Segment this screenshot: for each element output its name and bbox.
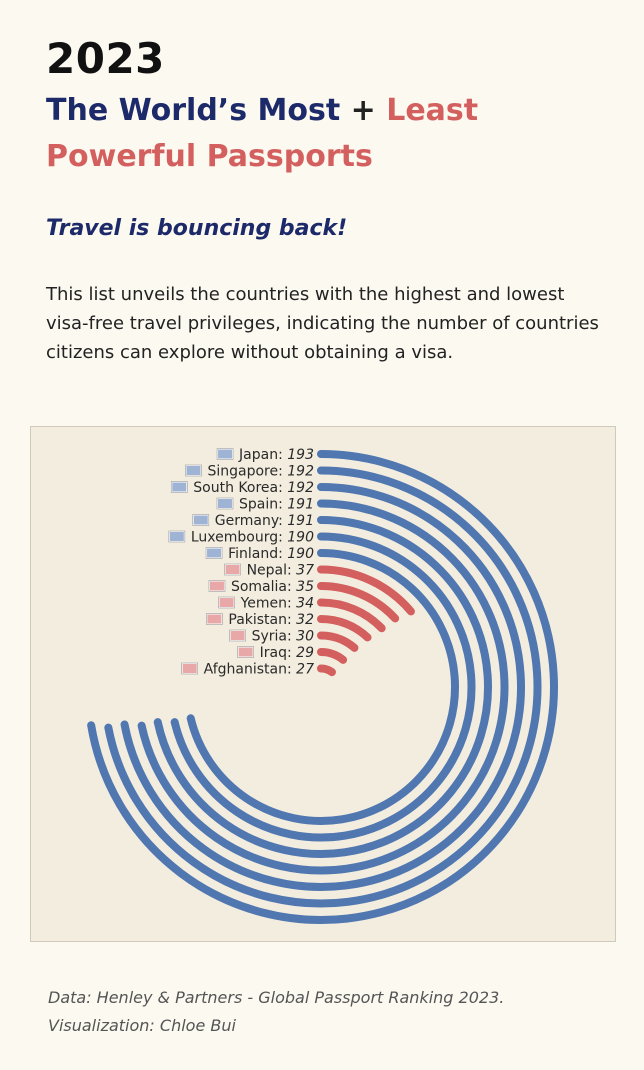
data-value: 191 [287,497,314,513]
data-value: 35 [296,579,314,595]
bar-luxembourg [170,532,476,842]
flag-nepal-icon [224,563,241,576]
data-value: 32 [296,612,314,628]
footer: Data: Henley & Partners - Global Passpor… [48,984,504,1040]
bar-germany [153,516,492,858]
subtitle: Travel is bouncing back! [46,216,348,241]
data-value: 29 [296,645,314,661]
bar-somalia [317,582,400,623]
flag-pakistan-icon [206,613,223,625]
title-most: The World’s Most [46,93,341,128]
flag-japan-icon [216,448,234,460]
data-value: 37 [296,563,314,579]
data-value: 27 [296,662,314,678]
bar-singapore [104,466,542,908]
bar-label: Spain: 191 [239,497,314,513]
data-value: 191 [287,513,314,529]
data-value: 190 [287,546,314,562]
bar-yemen [317,598,386,633]
bar-label: Somalia: 35 [231,579,314,595]
country-name: Singapore: [207,464,287,480]
country-name: Pakistan: [228,612,296,628]
bar-south-korea [120,483,525,891]
flag-afghanistan-icon [181,662,198,675]
data-value: 34 [296,596,314,612]
country-name: Somalia: [231,579,296,595]
country-name: Syria: [252,629,297,645]
data-value: 193 [287,447,314,463]
bar-label: Finland: 190 [228,546,314,562]
bar-label: Syria: 30 [252,629,314,645]
data-source: Data: Henley & Partners - Global Passpor… [48,988,505,1007]
country-name: Iraq: [260,645,297,661]
description: This list unveils the countries with the… [46,284,599,363]
bar-label: Luxembourg: 190 [191,530,314,546]
bar-label: Nepal: 37 [247,563,315,579]
bar-pakistan [317,615,372,642]
bar-afghanistan [317,664,336,677]
bar-spain [137,499,509,875]
flag-luxembourg-icon [168,530,186,543]
page-title: The World’s Most + Least Powerful Passpo… [46,88,606,180]
title-least: Least Powerful Passports [46,93,479,174]
country-name: Germany: [215,513,288,529]
bar-syria [317,631,359,652]
flag-spain-icon [216,497,234,510]
bar-label: Afghanistan: 27 [204,662,314,678]
bar-label: Yemen: 34 [240,596,314,612]
bar-nepal [317,565,415,616]
country-name: Luxembourg: [191,530,287,546]
data-value: 192 [287,480,314,496]
year-title: 2023 [46,34,165,83]
data-value: 30 [296,629,314,645]
data-value: 192 [287,464,314,480]
flag-singapore-icon [185,464,202,477]
country-name: Yemen: [240,596,297,612]
country-name: Japan: [238,447,287,463]
country-name: Nepal: [247,563,297,579]
bar-japan [87,450,558,924]
country-name: South Korea: [193,480,287,496]
bar-label: Pakistan: 32 [228,612,314,628]
bar-label: Japan: 193 [238,447,314,463]
country-name: Finland: [228,546,287,562]
flag-iraq-icon [237,646,254,658]
country-name: Afghanistan: [204,662,297,678]
flag-syria-icon [229,629,246,642]
bar-label: Germany: 191 [215,513,314,529]
visualization-credit: Visualization: Chloe Bui [48,1016,236,1035]
bar-label: Iraq: 29 [260,645,314,661]
country-name: Spain: [239,497,287,513]
flag-germany-icon [192,514,210,526]
chart-panel: Japan: 193 Singapore: 192 South Korea: 192… [30,426,616,942]
flag-finland-icon [205,547,223,559]
flag-somalia-icon [208,580,226,592]
bar-label: South Korea: 192 [193,480,314,496]
bar-finland [186,549,459,825]
bar-iraq [317,648,348,664]
title-plus: + [350,93,376,128]
data-value: 190 [287,530,314,546]
flag-yemen-icon [218,596,235,609]
flag-south-korea-icon [170,481,188,493]
bar-label: Singapore: 192 [207,464,314,480]
